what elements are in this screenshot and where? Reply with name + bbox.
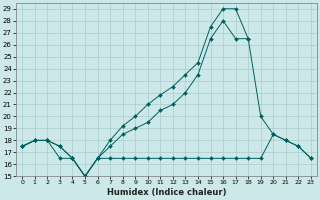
X-axis label: Humidex (Indice chaleur): Humidex (Indice chaleur) xyxy=(107,188,226,197)
